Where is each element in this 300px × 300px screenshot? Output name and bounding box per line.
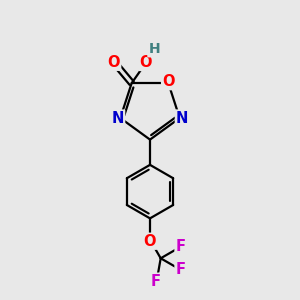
Text: H: H: [148, 42, 160, 56]
Text: N: N: [112, 110, 124, 125]
Text: O: O: [162, 74, 175, 89]
Text: O: O: [140, 55, 152, 70]
Text: O: O: [144, 234, 156, 249]
Text: F: F: [176, 239, 185, 254]
Text: F: F: [176, 262, 185, 277]
Text: N: N: [176, 110, 188, 125]
Text: O: O: [108, 55, 120, 70]
Text: F: F: [151, 274, 161, 289]
